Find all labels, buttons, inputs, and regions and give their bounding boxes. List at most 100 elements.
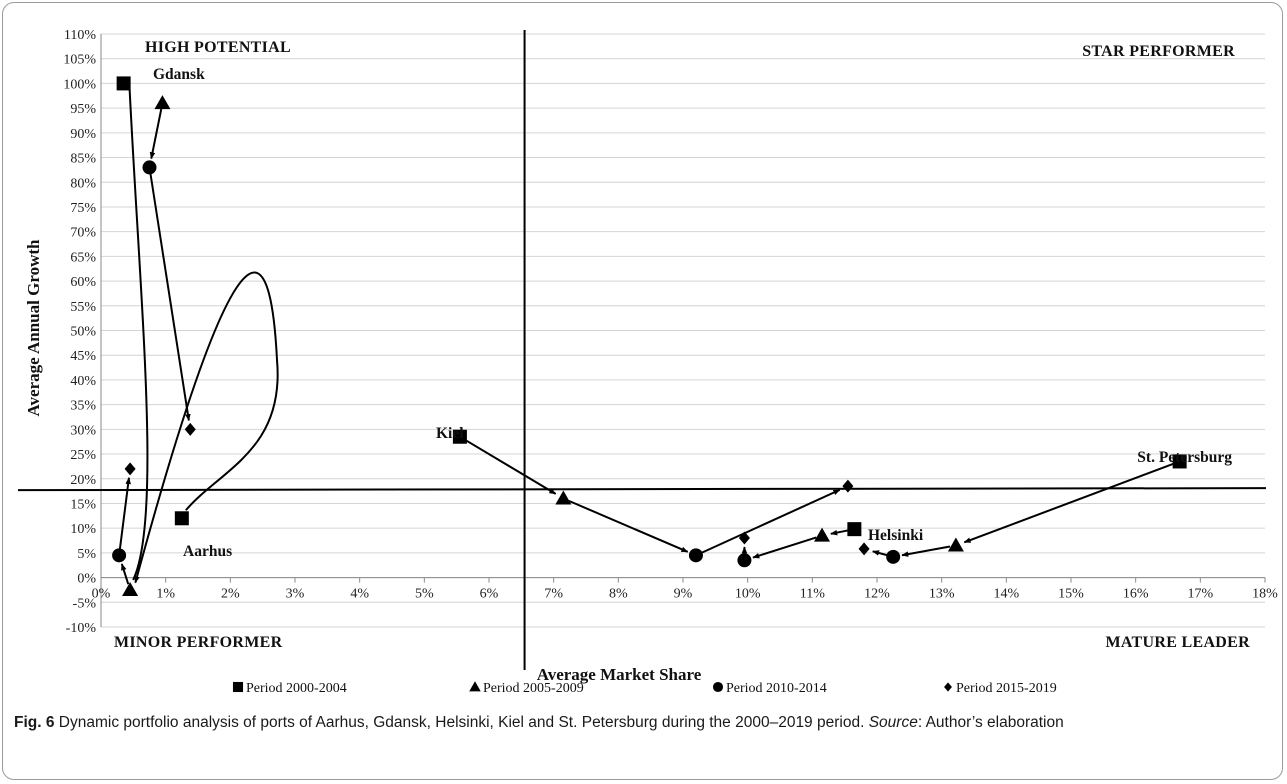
- marker-kiel-period-2010-2014: [688, 548, 703, 563]
- marker-helsinki-period-2000-2004: [847, 522, 862, 537]
- marker-st-petersburg-period-2010-2014: [886, 549, 901, 564]
- y-tick-50: 50%: [70, 325, 96, 340]
- marker-aarhus-period-2000-2004: [174, 511, 189, 526]
- y-tick-100: 100%: [63, 77, 96, 92]
- x-tick-13: 13%: [929, 587, 955, 602]
- y-tick-105: 105%: [63, 53, 96, 68]
- y-tick-40: 40%: [70, 374, 96, 389]
- marker-gdansk-period-2005-2009: [154, 95, 171, 110]
- marker-kiel-period-2015-2019: [842, 479, 854, 493]
- x-tick-7: 7%: [544, 587, 563, 602]
- x-tick-16: 16%: [1123, 587, 1149, 602]
- data-markers: [112, 76, 1187, 596]
- y-tick-85: 85%: [70, 152, 96, 167]
- marker-kiel-period-2005-2009: [555, 490, 572, 505]
- quadrant-label-mature-leader: MATURE LEADER: [1105, 634, 1250, 651]
- x-tick-14: 14%: [993, 587, 1019, 602]
- trajectory-gdansk-aarhus-connector: [128, 89, 149, 581]
- legend-label-period-2015-2019: Period 2015-2019: [956, 681, 1057, 696]
- figure-caption: Fig. 6 Dynamic portfolio analysis of por…: [14, 712, 1264, 734]
- legend-label-period-2000-2004: Period 2000-2004: [246, 681, 347, 696]
- x-tick-5: 5%: [415, 587, 434, 602]
- x-tick-4: 4%: [350, 587, 369, 602]
- x-tick-12: 12%: [864, 587, 890, 602]
- x-tick-8: 8%: [609, 587, 628, 602]
- marker-st-petersburg-period-2000-2004: [1172, 454, 1187, 469]
- marker-kiel-period-2000-2004: [452, 429, 467, 444]
- port-label-gdansk: Gdansk: [153, 66, 205, 83]
- x-tick-6: 6%: [480, 587, 499, 602]
- port-labels: Gdansk Aarhus Kiel Helsinki St. Petersburg: [153, 66, 1232, 560]
- y-axis-ticks: -10% -5% 0% 5% 10% 15% 20% 25% 30% 35% 40% 45% 50% 55…: [63, 28, 96, 636]
- y-tick-80: 80%: [70, 176, 96, 191]
- quadrant-label-star-performer: STAR PERFORMER: [1082, 43, 1235, 60]
- trajectory-gdansk-2-3: [149, 173, 191, 422]
- legend: Period 2000-2004 Period 2005-2009 Period 2…: [232, 681, 1057, 696]
- y-tick-15: 15%: [70, 497, 96, 512]
- x-axis-ticks: 0% 1% 2% 3% 4% 5% 6% 7% 8% 9% 10% 11% 12% 13% 14% 15% 16…: [92, 34, 1278, 627]
- marker-gdansk-period-2010-2014: [142, 160, 157, 175]
- legend-label-period-2005-2009: Period 2005-2009: [483, 681, 584, 696]
- marker-gdansk-period-2000-2004: [116, 76, 131, 91]
- port-trajectories: [118, 89, 1175, 585]
- trajectory-aarhus-1-2: [120, 563, 130, 585]
- marker-st-petersburg-period-2005-2009: [947, 537, 964, 552]
- caption-text: Dynamic portfolio analysis of ports of A…: [54, 714, 869, 731]
- marker-aarhus-period-2015-2019: [124, 462, 136, 476]
- trajectory-kiel-1-2: [568, 499, 689, 553]
- trajectory-aarhus-0-1: [134, 271, 279, 584]
- y-tick-45: 45%: [70, 349, 96, 364]
- figure-number: Fig. 6: [14, 714, 55, 731]
- marker-aarhus-period-2005-2009: [122, 581, 139, 596]
- port-label-aarhus: Aarhus: [183, 543, 232, 560]
- x-tick-0: 0%: [92, 587, 111, 602]
- y-tick-10: 10%: [70, 522, 96, 537]
- x-tick-15: 15%: [1058, 587, 1084, 602]
- legend-marker-period-2005-2009: [469, 681, 481, 692]
- trajectory-gdansk-1-2: [149, 108, 163, 160]
- y-tick-60: 60%: [70, 275, 96, 290]
- legend-marker-period-2010-2014: [712, 681, 724, 693]
- y-tick-95: 95%: [70, 102, 96, 117]
- x-tick-17: 17%: [1187, 587, 1213, 602]
- y-tick-75: 75%: [70, 201, 96, 216]
- y-tick-110: 110%: [64, 28, 96, 43]
- x-tick-2: 2%: [221, 587, 240, 602]
- trajectory-kiel-0-1: [464, 438, 557, 495]
- y-tick-0: 0%: [77, 572, 96, 587]
- y-tick-90: 90%: [70, 127, 96, 142]
- legend-label-period-2010-2014: Period 2010-2014: [726, 681, 827, 696]
- y-tick-70: 70%: [70, 226, 96, 241]
- trajectory-helsinki-1-2: [752, 536, 817, 559]
- caption-source-text: : Author’s elaboration: [917, 714, 1064, 731]
- y-tick-55: 55%: [70, 300, 96, 315]
- y-tick-35: 35%: [70, 399, 96, 414]
- y-tick-25: 25%: [70, 448, 96, 463]
- trajectory-helsinki-0-1: [830, 529, 849, 536]
- x-axis-title: Average Market Share: [537, 665, 702, 684]
- trajectory-st-petersburg-0-1: [963, 462, 1175, 544]
- y-axis-title: Average Annual Growth: [24, 239, 43, 416]
- x-tick-11: 11%: [800, 587, 825, 602]
- y-tick-65: 65%: [70, 250, 96, 265]
- x-tick-9: 9%: [674, 587, 693, 602]
- marker-helsinki-period-2010-2014: [737, 553, 752, 568]
- portfolio-chart: -10%-5%0%5%10%15%20%25%30%35%40%45%50%55…: [17, 28, 1278, 696]
- y-tick-5: -5%: [73, 596, 97, 611]
- port-label-kiel: Kiel: [436, 425, 464, 442]
- y-tick-5: 5%: [77, 547, 96, 562]
- y-tick-20: 20%: [70, 473, 96, 488]
- y-tick-10: -10%: [66, 621, 97, 636]
- x-tick-18: 18%: [1252, 587, 1278, 602]
- gridlines: [101, 33, 1265, 628]
- quadrant-label-minor-performer: MINOR PERFORMER: [114, 634, 283, 651]
- trajectory-kiel-2-3: [700, 488, 841, 554]
- marker-st-petersburg-period-2015-2019: [858, 542, 870, 556]
- caption-source-label: Source: [868, 714, 918, 731]
- trajectory-st-petersburg-1-2: [901, 545, 951, 557]
- x-tick-3: 3%: [286, 587, 305, 602]
- x-tick-1: 1%: [156, 587, 175, 602]
- port-label-helsinki: Helsinki: [868, 527, 924, 544]
- marker-helsinki-period-2005-2009: [814, 527, 831, 542]
